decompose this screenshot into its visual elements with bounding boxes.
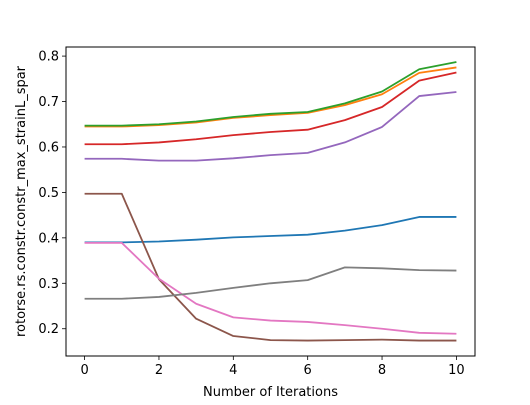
- series-line-5: [84, 91, 457, 162]
- x-tick-label: 0: [80, 363, 88, 378]
- series-line-1: [84, 216, 457, 244]
- series-line-3: [84, 61, 457, 127]
- y-tick-label: 0.4: [38, 231, 59, 246]
- y-axis-label: rotorse.rs.constr.constr_max_strainL_spa…: [14, 65, 29, 337]
- y-axis-ticks: 0.2 0.3 0.4 0.5 0.6 0.7 0.8: [38, 50, 66, 337]
- x-axis-ticks: 0 2 4 6 8 10: [80, 356, 465, 378]
- x-tick-label: 4: [229, 363, 237, 378]
- plot-lines: [84, 61, 457, 342]
- x-tick-label: 6: [304, 363, 312, 378]
- y-tick-label: 0.8: [38, 50, 59, 65]
- x-tick-label: 10: [448, 363, 465, 378]
- x-tick-label: 2: [155, 363, 163, 378]
- y-tick-label: 0.3: [38, 277, 59, 292]
- x-tick-label: 8: [378, 363, 386, 378]
- y-tick-label: 0.6: [38, 140, 59, 155]
- series-line-8: [84, 266, 457, 300]
- series-line-2: [84, 66, 457, 128]
- plot-frame: [65, 46, 476, 357]
- x-axis-label: Number of Iterations: [203, 385, 338, 400]
- y-tick-label: 0.5: [38, 186, 59, 201]
- series-line-6: [84, 192, 457, 342]
- series-line-7: [84, 241, 457, 335]
- y-tick-label: 0.7: [38, 95, 59, 110]
- y-tick-label: 0.2: [38, 322, 59, 337]
- series-line-4: [84, 71, 457, 146]
